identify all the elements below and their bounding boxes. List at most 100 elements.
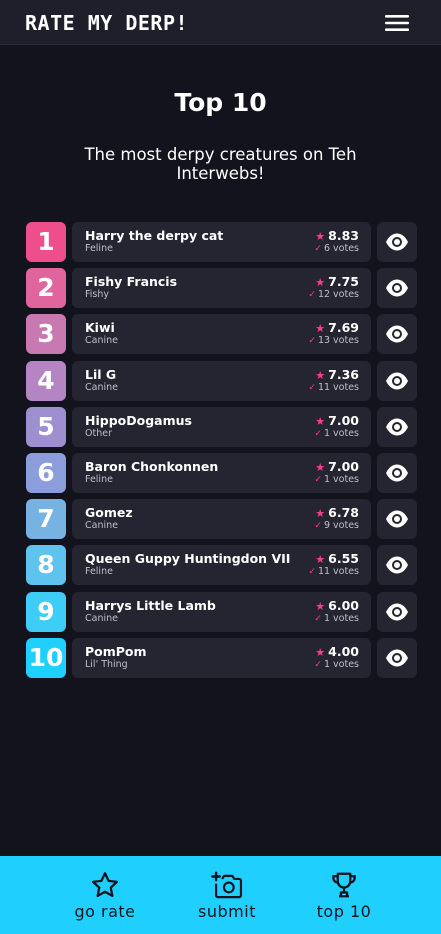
nav-top-10[interactable]: top 10 bbox=[294, 870, 394, 926]
creature-name: Queen Guppy Huntingdon VII bbox=[85, 551, 291, 566]
creature-name: HippoDogamus bbox=[85, 413, 192, 428]
creature-score: ★ 8.83 bbox=[315, 228, 359, 243]
star-icon: ★ bbox=[315, 600, 326, 613]
votes-value: 1 votes bbox=[323, 659, 359, 670]
creature-name: Harrys Little Lamb bbox=[85, 598, 216, 613]
star-icon: ★ bbox=[315, 322, 326, 335]
creature-species: Canine bbox=[85, 613, 118, 624]
creature-card[interactable]: PomPom Lil' Thing ★ 4.00 ✓ 1 votes bbox=[72, 638, 371, 678]
camera-plus-icon bbox=[211, 871, 243, 899]
rank-badge: 9 bbox=[26, 592, 66, 632]
check-icon: ✓ bbox=[314, 244, 322, 254]
creature-name: Fishy Francis bbox=[85, 274, 178, 289]
eye-icon bbox=[386, 603, 408, 621]
nav-submit-label: submit bbox=[198, 902, 256, 921]
score-value: 6.78 bbox=[328, 505, 359, 520]
creature-species: Feline bbox=[85, 243, 113, 254]
eye-icon bbox=[386, 418, 408, 436]
creature-score: ★ 4.00 bbox=[315, 644, 359, 659]
check-icon: ✓ bbox=[314, 429, 322, 439]
menu-button[interactable] bbox=[384, 12, 410, 34]
ranking-row: 1 Harry the derpy cat Feline ★ 8.83 ✓ 6 votes bbox=[0, 222, 441, 262]
votes-value: 11 votes bbox=[317, 566, 359, 577]
check-icon: ✓ bbox=[308, 383, 316, 393]
view-button[interactable] bbox=[377, 499, 417, 539]
creature-card[interactable]: Gomez Canine ★ 6.78 ✓ 9 votes bbox=[72, 499, 371, 539]
check-icon: ✓ bbox=[314, 614, 322, 624]
votes-value: 1 votes bbox=[323, 428, 359, 439]
rank-badge: 6 bbox=[26, 453, 66, 493]
creature-votes: ✓ 11 votes bbox=[308, 382, 359, 393]
rank-badge: 4 bbox=[26, 361, 66, 401]
creature-votes: ✓ 9 votes bbox=[314, 520, 359, 531]
eye-icon bbox=[386, 649, 408, 667]
star-icon: ★ bbox=[315, 646, 326, 659]
hamburger-menu-icon bbox=[385, 15, 409, 31]
creature-card[interactable]: Harrys Little Lamb Canine ★ 6.00 ✓ 1 votes bbox=[72, 592, 371, 632]
view-button[interactable] bbox=[377, 361, 417, 401]
score-value: 6.00 bbox=[328, 598, 359, 613]
view-button[interactable] bbox=[377, 638, 417, 678]
ranking-row: 7 Gomez Canine ★ 6.78 ✓ 9 votes bbox=[0, 499, 441, 539]
ranking-row: 5 HippoDogamus Other ★ 7.00 ✓ 1 votes bbox=[0, 407, 441, 447]
eye-icon bbox=[386, 233, 408, 251]
eye-icon bbox=[386, 325, 408, 343]
creature-card[interactable]: Queen Guppy Huntingdon VII Feline ★ 6.55 ✓ 11… bbox=[72, 545, 371, 585]
creature-species: Fishy bbox=[85, 289, 110, 300]
creature-species: Canine bbox=[85, 335, 118, 346]
creature-votes: ✓ 1 votes bbox=[314, 428, 359, 439]
creature-name: PomPom bbox=[85, 644, 147, 659]
eye-icon bbox=[386, 464, 408, 482]
rank-badge: 10 bbox=[26, 638, 66, 678]
view-button[interactable] bbox=[377, 268, 417, 308]
creature-card[interactable]: Fishy Francis Fishy ★ 7.75 ✓ 12 votes bbox=[72, 268, 371, 308]
creature-species: Feline bbox=[85, 566, 113, 577]
rank-badge: 1 bbox=[26, 222, 66, 262]
star-icon: ★ bbox=[315, 507, 326, 520]
view-button[interactable] bbox=[377, 592, 417, 632]
star-icon: ★ bbox=[315, 276, 326, 289]
creature-card[interactable]: Harry the derpy cat Feline ★ 8.83 ✓ 6 votes bbox=[72, 222, 371, 262]
view-button[interactable] bbox=[377, 314, 417, 354]
page-title: Top 10 bbox=[174, 88, 267, 117]
nav-go-rate[interactable]: go rate bbox=[55, 870, 155, 926]
creature-card[interactable]: Baron Chonkonnen Feline ★ 7.00 ✓ 1 votes bbox=[72, 453, 371, 493]
creature-species: Canine bbox=[85, 520, 118, 531]
nav-submit[interactable]: submit bbox=[177, 870, 277, 926]
check-icon: ✓ bbox=[308, 336, 316, 346]
ranking-row: 6 Baron Chonkonnen Feline ★ 7.00 ✓ 1 votes bbox=[0, 453, 441, 493]
votes-value: 1 votes bbox=[323, 474, 359, 485]
creature-votes: ✓ 11 votes bbox=[308, 566, 359, 577]
creature-card[interactable]: Lil G Canine ★ 7.36 ✓ 11 votes bbox=[72, 361, 371, 401]
creature-species: Feline bbox=[85, 474, 113, 485]
score-value: 6.55 bbox=[328, 551, 359, 566]
rank-badge: 2 bbox=[26, 268, 66, 308]
view-button[interactable] bbox=[377, 407, 417, 447]
creature-score: ★ 7.75 bbox=[315, 274, 359, 289]
votes-value: 11 votes bbox=[317, 382, 359, 393]
creature-votes: ✓ 13 votes bbox=[308, 335, 359, 346]
votes-value: 12 votes bbox=[317, 289, 359, 300]
votes-value: 6 votes bbox=[323, 243, 359, 254]
star-icon: ★ bbox=[315, 461, 326, 474]
ranking-row: 10 PomPom Lil' Thing ★ 4.00 ✓ 1 votes bbox=[0, 638, 441, 678]
ranking-row: 2 Fishy Francis Fishy ★ 7.75 ✓ 12 votes bbox=[0, 268, 441, 308]
app-header: RATE MY DERP! bbox=[0, 0, 441, 45]
votes-value: 13 votes bbox=[317, 335, 359, 346]
star-icon: ★ bbox=[315, 369, 326, 382]
app-logo[interactable]: RATE MY DERP! bbox=[25, 11, 189, 35]
creature-species: Lil' Thing bbox=[85, 659, 128, 670]
page-subtitle: The most derpy creatures on Teh Interweb… bbox=[84, 145, 357, 183]
nav-top-10-label: top 10 bbox=[316, 902, 372, 921]
creature-name: Harry the derpy cat bbox=[85, 228, 224, 243]
creature-card[interactable]: Kiwi Canine ★ 7.69 ✓ 13 votes bbox=[72, 314, 371, 354]
view-button[interactable] bbox=[377, 453, 417, 493]
score-value: 7.00 bbox=[328, 413, 359, 428]
score-value: 7.36 bbox=[328, 367, 359, 382]
creature-score: ★ 7.00 bbox=[315, 459, 359, 474]
creature-species: Other bbox=[85, 428, 112, 439]
view-button[interactable] bbox=[377, 545, 417, 585]
creature-name: Gomez bbox=[85, 505, 133, 520]
view-button[interactable] bbox=[377, 222, 417, 262]
creature-card[interactable]: HippoDogamus Other ★ 7.00 ✓ 1 votes bbox=[72, 407, 371, 447]
